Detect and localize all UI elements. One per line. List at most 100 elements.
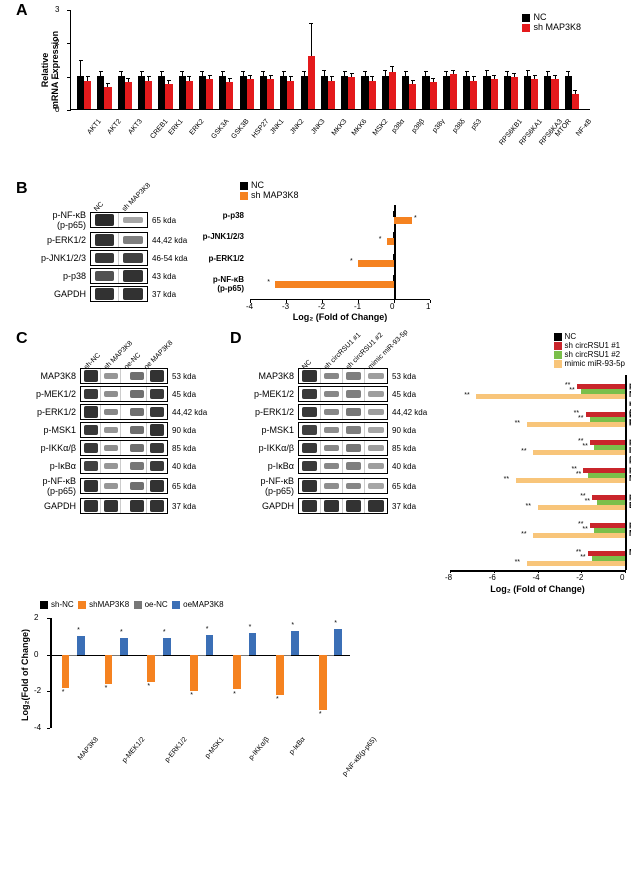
panel-d-label: D: [230, 330, 242, 348]
blot-lane: [343, 423, 365, 437]
blot-lane: [81, 423, 101, 437]
blot-lane: [321, 479, 343, 493]
blot-kda: 44,42 kda: [168, 408, 207, 417]
blot-lane: [365, 479, 387, 493]
blot-lane: [119, 269, 147, 283]
blot-kda: 53 kda: [168, 372, 196, 381]
blot-lane: [299, 387, 321, 401]
blot-lane: [365, 387, 387, 401]
panel-a-category: CREB1: [149, 118, 169, 140]
blot-lane: [91, 233, 119, 247]
blot-label: p-IκBα: [20, 461, 80, 471]
blot-row: MAP3K853 kda: [238, 368, 427, 384]
blot-row: GAPDH37 kda: [238, 498, 427, 514]
blot-label: MAP3K8: [20, 371, 80, 381]
blot-lane: [91, 213, 119, 227]
blot-lane: [119, 233, 147, 247]
blot-lane: [321, 423, 343, 437]
blot-lane: [81, 479, 101, 493]
blot-label: GAPDH: [20, 501, 80, 511]
panel-a-category: MSK2: [371, 118, 389, 137]
blot-label: p-ERK1/2: [238, 407, 298, 417]
blot-lane: [147, 441, 167, 455]
blot-lane: [365, 459, 387, 473]
panel-a-category: NF-κB: [575, 118, 593, 138]
blot-row: p-MSK190 kda: [20, 422, 207, 438]
panel-a-category: p53: [470, 118, 483, 131]
blot-lane: [299, 405, 321, 419]
panel-a-category: JNK3: [310, 118, 326, 136]
blot-label: p-MEK1/2: [20, 389, 80, 399]
panel-b-bar-label: p-NF-κB(p-p65): [184, 275, 244, 293]
blot-label: p-JNK1/2/3: [30, 253, 90, 263]
panel-c-category: p-IκBα: [288, 736, 306, 756]
blot-label: p-ERK1/2: [20, 407, 80, 417]
panel-a-category: p38γ: [431, 118, 446, 134]
blot-kda: 40 kda: [388, 462, 416, 471]
blot-lane: [321, 441, 343, 455]
blot-lane: [343, 405, 365, 419]
blot-label: p-ERK1/2: [30, 235, 90, 245]
blot-kda: 40 kda: [168, 462, 196, 471]
blot-label: p-MSK1: [238, 425, 298, 435]
blot-lane: [299, 423, 321, 437]
blot-lane: [299, 479, 321, 493]
blot-header: oe MAP3K8: [143, 340, 174, 371]
blot-row: p-MEK1/245 kda: [238, 386, 427, 402]
blot-header: mimic miR-93-5p: [367, 329, 409, 371]
blot-lane: [81, 459, 101, 473]
blot-label: MAP3K8: [238, 371, 298, 381]
blot-lane: [343, 441, 365, 455]
panel-b: B NCsh MAP3K8p-NF-κB(p-p65)65 kdap-ERK1/…: [0, 180, 631, 330]
blot-row: p-p38 43 kda: [30, 268, 188, 284]
panel-c-chart-wrap: sh-NC shMAP3K8 oe-NC oeMAP3K8 -4-202**MA…: [0, 600, 631, 800]
blot-kda: 43 kda: [148, 272, 176, 281]
blot-lane: [91, 251, 119, 265]
blot-lane: [343, 387, 365, 401]
blot-lane: [321, 387, 343, 401]
blot-lane: [343, 499, 365, 513]
panel-a-label: A: [16, 2, 28, 20]
blot-lane: [365, 499, 387, 513]
panel-a-category: ERK2: [188, 118, 205, 137]
blot-lane: [127, 459, 147, 473]
blot-lane: [321, 369, 343, 383]
blot-label: p-p38: [30, 271, 90, 281]
blot-row: GAPDH 37 kda: [20, 498, 207, 514]
blot-row: p-IκBα40 kda: [238, 458, 427, 474]
blot-row: p-ERK1/244,42 kda: [238, 404, 427, 420]
panel-c-category: p-ERK1/2: [163, 736, 188, 764]
legend-label: NC: [533, 12, 546, 22]
blot-label: p-MEK1/2: [238, 389, 298, 399]
blot-header: sh circRSU1 #1: [323, 332, 362, 371]
blot-kda: 85 kda: [168, 444, 196, 453]
panel-a-category: HSP27: [251, 118, 271, 139]
blot-lane: [81, 369, 101, 383]
blot-row: p-IκBα 40 kda: [20, 458, 207, 474]
blot-row: MAP3K8 53 kda: [20, 368, 207, 384]
panel-a-chart: 0123AKT1AKT2AKT3CREB1ERK1ERK2GSK3AGSK3BH…: [70, 10, 590, 110]
blot-row: p-IKKα/β85 kda: [20, 440, 207, 456]
blot-label: GAPDH: [238, 501, 298, 511]
blot-lane: [365, 369, 387, 383]
panel-c-category: p-MEK1/2: [121, 736, 146, 764]
blot-row: GAPDH37 kda: [30, 286, 188, 302]
panel-a: A 0123AKT1AKT2AKT3CREB1ERK1ERK2GSK3AGSK3…: [0, 0, 631, 175]
blot-lane: [91, 287, 119, 301]
panel-a-legend: NCsh MAP3K8: [522, 12, 581, 32]
blot-lane: [127, 441, 147, 455]
blot-lane: [119, 213, 147, 227]
panel-a-category: p38α: [391, 118, 406, 135]
blot-lane: [127, 369, 147, 383]
blot-row: p-NF-κB(p-p65)65 kda: [238, 476, 427, 496]
blot-lane: [101, 405, 121, 419]
blot-lane: [147, 499, 167, 513]
blot-kda: 46-54 kda: [148, 254, 188, 263]
panel-a-category: p38β: [411, 118, 426, 135]
legend-label: sh MAP3K8: [533, 22, 581, 32]
blot-label: GAPDH: [30, 289, 90, 299]
blot-row: p-IKKα/β85 kda: [238, 440, 427, 456]
blot-kda: 37 kda: [168, 502, 196, 511]
panel-b-chart: -4-3-2-101Log₂ (Fold of Change)p-p38*p-J…: [250, 205, 430, 300]
blot-lane: [119, 287, 147, 301]
